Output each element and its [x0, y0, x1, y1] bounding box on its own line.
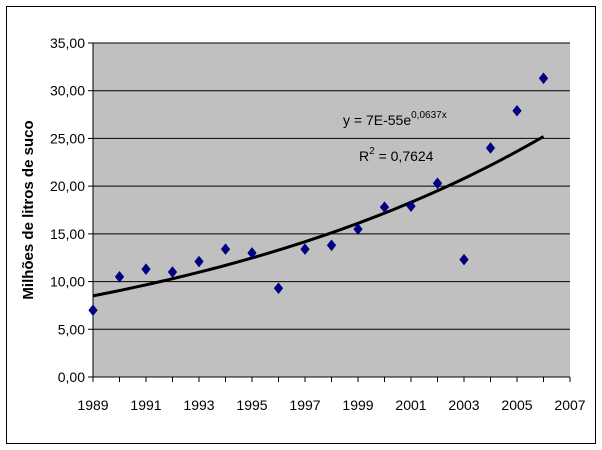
plot-area [93, 43, 570, 377]
data-point [432, 177, 443, 190]
data-point [300, 243, 310, 255]
data-point [167, 266, 178, 278]
data-point [512, 104, 522, 117]
y-tick-label: 5,00 [58, 321, 85, 337]
x-tick-label: 1995 [236, 397, 267, 413]
y-tick-label: 30,00 [50, 83, 85, 99]
r-squared-power: 2 [369, 146, 375, 157]
x-tick-label: 1993 [183, 397, 214, 413]
data-point [538, 72, 549, 85]
x-tick-label: 1997 [289, 397, 320, 413]
x-tick-label: 1999 [342, 397, 373, 413]
data-point [141, 263, 151, 275]
data-point [114, 270, 125, 283]
y-tick-label: 15,00 [50, 226, 85, 242]
x-tick-label: 2005 [501, 397, 532, 413]
y-tick-label: 25,00 [50, 130, 85, 146]
data-point [459, 253, 469, 266]
data-point [88, 304, 98, 317]
data-point [485, 142, 496, 154]
chart-frame: 0,00 5,00 10,00 15,00 20,00 25,00 30,00 35,00 19… [6, 6, 596, 444]
y-axis-label: Milhões de litros de suco [20, 120, 37, 299]
x-tick-label: 2007 [554, 397, 585, 413]
data-point [379, 201, 390, 213]
data-point [273, 282, 284, 295]
y-tick-label: 0,00 [58, 369, 85, 385]
trendline [92, 135, 545, 298]
x-tick-label: 2003 [448, 397, 479, 413]
data-point [326, 239, 337, 252]
r-squared-label: R2 = 0,7624 [359, 146, 434, 164]
trendline-equation-exponent: 0,0637x [411, 110, 447, 121]
data-point [406, 200, 416, 212]
y-tick-label: 20,00 [50, 178, 85, 194]
x-tick-label: 1989 [77, 397, 108, 413]
data-point [353, 223, 363, 235]
chart: 0,00 5,00 10,00 15,00 20,00 25,00 30,00 35,00 19… [20, 35, 586, 413]
data-point [220, 243, 231, 255]
y-tick-label: 10,00 [50, 274, 85, 290]
data-point [194, 255, 204, 268]
data-point [247, 247, 257, 259]
r-squared-value: = 0,7624 [375, 148, 434, 164]
trendline-equation: y = 7E-55e0,0637x [343, 110, 447, 128]
y-tick-label: 35,00 [50, 35, 85, 51]
trendline-equation-base: y = 7E-55e [343, 112, 411, 128]
x-tick-label: 1991 [130, 397, 161, 413]
x-tick-label: 2001 [395, 397, 426, 413]
r-squared-prefix: R [359, 148, 369, 164]
